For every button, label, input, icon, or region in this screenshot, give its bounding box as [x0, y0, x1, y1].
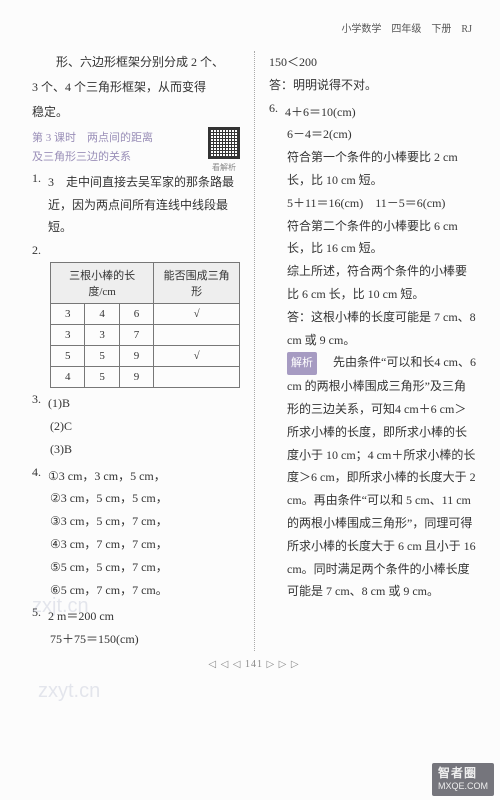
lesson-heading: 第 3 课时 两点间的距离 及三角形三边的关系 看解析	[32, 129, 240, 166]
r-line: 答：明明说得不对。	[269, 74, 476, 97]
question-2: 2.	[32, 243, 240, 258]
table-head-row: 三根小棒的长度/cm 能否围成三角形	[51, 263, 240, 304]
column-divider	[254, 51, 255, 651]
q4-sub: ⑥5 cm，7 cm，7 cm。	[32, 579, 240, 602]
q-content: ①3 cm，3 cm，5 cm，	[48, 465, 240, 488]
question-4: 4. ①3 cm，3 cm，5 cm，	[32, 465, 240, 488]
table-row: 3 4 6 √	[51, 304, 240, 325]
table-row: 3 3 7	[51, 325, 240, 346]
q-content: 4＋6＝10(cm)	[285, 101, 476, 124]
cell: 4	[51, 367, 85, 388]
q6-sub: 5＋11＝16(cm) 11－5＝6(cm)	[269, 192, 476, 215]
q5-sub: 75＋75＝150(cm)	[32, 628, 240, 651]
q-content: (1)B	[48, 392, 240, 415]
q-content	[48, 243, 240, 258]
explanation-block: 解析 先由条件“可以和长4 cm、6 cm 的两根小棒围成三角形”及三角形的三边…	[269, 351, 476, 603]
question-3: 3. (1)B	[32, 392, 240, 415]
cell: 3	[51, 325, 85, 346]
cell: 9	[119, 346, 153, 367]
q4-sub: ④3 cm，7 cm，7 cm，	[32, 533, 240, 556]
intro-line: 3 个、4 个三角形框架，从而变得	[32, 76, 240, 99]
cell: 5	[51, 346, 85, 367]
q1-text: 走中间直接去吴军家的那条路最近，因为两点间所有连线中线段最短。	[48, 175, 234, 235]
q-number: 1.	[32, 171, 44, 239]
q4-sub: ⑤5 cm，5 cm，7 cm，	[32, 556, 240, 579]
cell: 3	[51, 304, 85, 325]
explanation-text: 先由条件“可以和长4 cm、6 cm 的两根小棒围成三角形”及三角形的三边关系，…	[287, 355, 476, 598]
left-column: 形、六边形框架分别分成 2 个、 3 个、4 个三角形框架，从而变得 稳定。 第…	[32, 51, 250, 651]
q4-sub: ③3 cm，5 cm，7 cm，	[32, 510, 240, 533]
cell-ok: √	[154, 346, 240, 367]
q6-sub: 符合第二个条件的小棒要比 6 cm长，比 16 cm 短。	[269, 215, 476, 261]
brand-badge: 智者圈 MXQE.COM	[432, 763, 494, 796]
q3-sub: (2)C	[32, 415, 240, 438]
cell: 5	[85, 346, 119, 367]
question-1: 1. 3 走中间直接去吴军家的那条路最近，因为两点间所有连线中线段最短。	[32, 171, 240, 239]
page-number: ◁ ◁ ◁ 141 ▷ ▷ ▷	[32, 659, 476, 670]
cell: 5	[85, 367, 119, 388]
cell: 7	[119, 325, 153, 346]
lesson-line2: 及三角形三边的关系	[32, 151, 131, 163]
explanation-label: 解析	[287, 352, 317, 375]
table-row: 5 5 9 √	[51, 346, 240, 367]
q6-sub: 综上所述，符合两个条件的小棒要比 6 cm 长，比 10 cm 短。	[269, 260, 476, 306]
intro-line: 形、六边形框架分别分成 2 个、	[32, 51, 240, 74]
question-6: 6. 4＋6＝10(cm)	[269, 101, 476, 124]
table-head-length: 三根小棒的长度/cm	[51, 263, 154, 304]
columns: 形、六边形框架分别分成 2 个、 3 个、4 个三角形框架，从而变得 稳定。 第…	[32, 51, 476, 651]
brand-line2: MXQE.COM	[438, 781, 488, 793]
table-row: 4 5 9	[51, 367, 240, 388]
cell: 3	[85, 325, 119, 346]
intro-line: 稳定。	[32, 101, 240, 124]
q4-sub: ②3 cm，5 cm，5 cm，	[32, 487, 240, 510]
lesson-line1: 第 3 课时 两点间的距离	[32, 132, 153, 144]
q3-sub: (3)B	[32, 438, 240, 461]
q-number: 3.	[32, 392, 44, 415]
q-number: 2.	[32, 243, 44, 258]
page-header: 小学数学 四年级 下册 RJ	[32, 20, 476, 35]
cell-ok	[154, 325, 240, 346]
q-number: 5.	[32, 605, 44, 628]
cell-ok: √	[154, 304, 240, 325]
q-content: 3 走中间直接去吴军家的那条路最近，因为两点间所有连线中线段最短。	[48, 171, 240, 239]
watermark: zxyt.cn	[38, 680, 100, 703]
page: 小学数学 四年级 下册 RJ 形、六边形框架分别分成 2 个、 3 个、4 个三…	[0, 0, 500, 678]
qr-icon	[208, 127, 240, 159]
sticks-table: 三根小棒的长度/cm 能否围成三角形 3 4 6 √ 3 3 7 5	[50, 262, 240, 388]
cell: 6	[119, 304, 153, 325]
q-content: 2 m＝200 cm	[48, 605, 240, 628]
cell: 9	[119, 367, 153, 388]
qr-label: 看解析	[206, 161, 242, 175]
table-head-can: 能否围成三角形	[154, 263, 240, 304]
right-column: 150＜200 答：明明说得不对。 6. 4＋6＝10(cm) 6－4＝2(cm…	[259, 51, 476, 651]
r-line: 150＜200	[269, 51, 476, 74]
q-number: 6.	[269, 101, 281, 124]
cell: 4	[85, 304, 119, 325]
q-number: 4.	[32, 465, 44, 488]
q6-sub: 符合第一个条件的小棒要比 2 cm长，比 10 cm 短。	[269, 146, 476, 192]
cell-ok	[154, 367, 240, 388]
q6-sub: 6－4＝2(cm)	[269, 123, 476, 146]
question-5: 5. 2 m＝200 cm	[32, 605, 240, 628]
brand-line1: 智者圈	[438, 766, 488, 782]
q6-sub: 答：这根小棒的长度可能是 7 cm、8 cm 或 9 cm。	[269, 306, 476, 352]
